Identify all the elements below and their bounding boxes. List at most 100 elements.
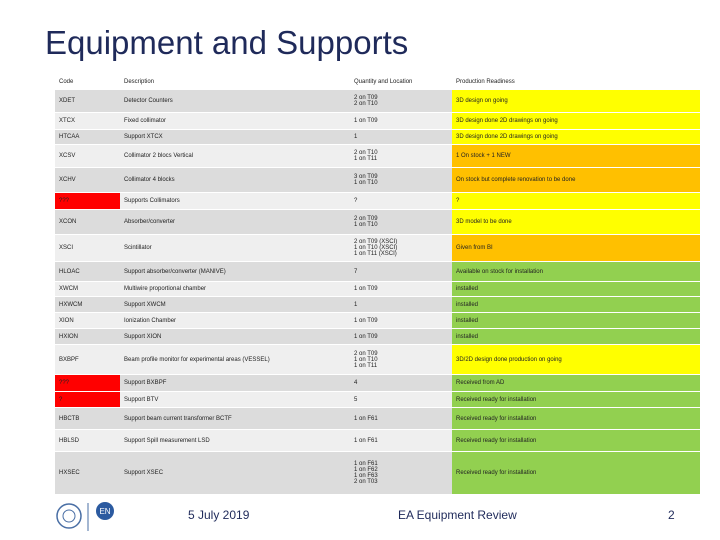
description-cell: Support XTCX (120, 129, 350, 145)
quantity-cell: 1 on T09 (350, 112, 452, 130)
readiness-cell: 3D design done 2D drawings on going (452, 112, 700, 130)
code-cell: HBCTB (55, 407, 120, 430)
quantity-cell: 3 on T09 1 on T10 (350, 167, 452, 193)
quantity-cell: 1 on T09 (350, 312, 452, 329)
code-cell: XDET (55, 89, 120, 113)
quantity-line: ? (354, 198, 358, 204)
quantity-cell: 2 on T09 2 on T10 (350, 89, 452, 113)
table-row: XION Ionization Chamber 1 on T09 installed (55, 312, 700, 329)
readiness-cell: On stock but complete renovation to be d… (452, 167, 700, 193)
quantity-line: 1 on F61 (354, 461, 378, 467)
readiness-cell: 1 On stock + 1 NEW (452, 144, 700, 168)
code-cell: HXWCM (55, 296, 120, 313)
code-cell: ? (55, 391, 120, 408)
table-row: HXWCM Support XWCM 1 installed (55, 296, 700, 313)
quantity-line: 1 on T10 (354, 222, 378, 228)
description-cell: Collimator 4 blocks (120, 167, 350, 193)
quantity-cell: 1 on F61 1 on F62 1 on F63 2 on T03 (350, 451, 452, 495)
quantity-line: 2 on T10 (354, 101, 378, 107)
description-cell: Multiwire proportional chamber (120, 281, 350, 297)
description-cell: Support BTV (120, 391, 350, 408)
quantity-line: 1 on T10 (354, 180, 378, 186)
column-header: Production Readiness (452, 75, 700, 90)
readiness-cell: ? (452, 192, 700, 210)
quantity-line: 1 (354, 134, 358, 140)
quantity-line: 1 on F61 (354, 415, 378, 422)
table-row: HXSEC Support XSEC 1 on F61 1 on F62 1 on F6… (55, 451, 700, 495)
quantity-line: 3 on T09 (354, 174, 378, 180)
quantity-line: 1 on F61 (354, 437, 378, 444)
description-cell: Support beam current transformer BCTF (120, 407, 350, 430)
description-cell: Support BXBPF (120, 374, 350, 392)
description-cell: Support XWCM (120, 296, 350, 313)
quantity-cell: 5 (350, 391, 452, 408)
quantity-cell: 2 on T09 1 on T10 (350, 209, 452, 235)
quantity-cell: 1 (350, 296, 452, 313)
quantity-line: 2 on T09 (354, 95, 378, 101)
description-cell: Support XION (120, 328, 350, 345)
quantity-line: 1 (354, 301, 358, 308)
table-row: HLOAC Support absorber/converter (MANIVE)… (55, 261, 700, 282)
table-row: XDET Detector Counters 2 on T09 2 on T10 3D … (55, 89, 700, 113)
quantity-line: 1 on T09 (354, 118, 378, 124)
quantity-line: 1 on T11 (354, 362, 378, 369)
quantity-cell: 2 on T09 1 on T10 1 on T11 (350, 344, 452, 375)
description-cell: Ionization Chamber (120, 312, 350, 329)
quantity-line: 1 on T11 (XSCI) (354, 251, 397, 257)
quantity-line: 1 on T11 (354, 156, 378, 162)
column-header: Code (55, 75, 120, 90)
quantity-cell: 1 on T09 (350, 281, 452, 297)
readiness-cell: Received from AD (452, 374, 700, 392)
readiness-cell: 3D design on going (452, 89, 700, 113)
code-cell: HXION (55, 328, 120, 345)
table-row: ??? Support BXBPF 4 Received from AD (55, 374, 700, 392)
header-row: Code Description Quantity and Location Prod… (55, 75, 700, 90)
description-cell: Support absorber/converter (MANIVE) (120, 261, 350, 282)
table-row: HBCTB Support beam current transformer BC… (55, 407, 700, 430)
readiness-cell: installed (452, 328, 700, 345)
readiness-cell: Received ready for installation (452, 451, 700, 495)
quantity-line: 1 on T10 (354, 356, 378, 363)
code-cell: HXSEC (55, 451, 120, 495)
readiness-cell: installed (452, 296, 700, 313)
table-row: BXBPF Beam profile monitor for experiment… (55, 344, 700, 375)
quantity-cell: 1 on F61 (350, 407, 452, 430)
description-cell: Scintillator (120, 234, 350, 262)
quantity-line: 5 (354, 396, 358, 403)
readiness-cell: Available on stock for installation (452, 261, 700, 282)
quantity-cell: 1 (350, 129, 452, 145)
code-cell: HLOAC (55, 261, 120, 282)
table-row: ? Support BTV 5 Received ready for installa… (55, 391, 700, 408)
quantity-line: 1 on F63 (354, 473, 378, 479)
quantity-line: 2 on T03 (354, 479, 378, 485)
code-cell: XION (55, 312, 120, 329)
description-cell: Absorber/converter (120, 209, 350, 235)
code-cell: HBLSD (55, 429, 120, 452)
quantity-line: 4 (354, 380, 358, 386)
table-row: XCSV Collimator 2 blocs Vertical 2 on T10 1… (55, 144, 700, 168)
code-cell: ??? (55, 374, 120, 392)
quantity-line: 1 on T09 (354, 317, 378, 324)
column-header: Description (120, 75, 350, 90)
quantity-line: 1 on T09 (354, 333, 378, 340)
table-row: HBLSD Support Spill measurement LSD 1 on F… (55, 429, 700, 452)
quantity-line: 2 on T09 (354, 350, 378, 357)
table-row: XCHV Collimator 4 blocks 3 on T09 1 on T10 O… (55, 167, 700, 193)
code-cell: XTCX (55, 112, 120, 130)
quantity-cell: 7 (350, 261, 452, 282)
code-cell: XSCI (55, 234, 120, 262)
code-cell: HTCAA (55, 129, 120, 145)
quantity-line: 2 on T10 (354, 150, 378, 156)
quantity-line: 7 (354, 268, 358, 275)
description-cell: Detector Counters (120, 89, 350, 113)
quantity-line: 1 on T09 (354, 286, 378, 292)
footer-event: EA Equipment Review (398, 508, 517, 522)
readiness-cell: 3D/2D design done production on going (452, 344, 700, 375)
table-row: HXION Support XION 1 on T09 installed (55, 328, 700, 345)
readiness-cell: Received ready for installation (452, 391, 700, 408)
code-cell: XCHV (55, 167, 120, 193)
readiness-cell: Given from BI (452, 234, 700, 262)
quantity-line: 2 on T09 (XSCI) (354, 239, 398, 245)
footer-date: 5 July 2019 (188, 508, 250, 522)
table-row: XWCM Multiwire proportional chamber 1 on T… (55, 281, 700, 297)
